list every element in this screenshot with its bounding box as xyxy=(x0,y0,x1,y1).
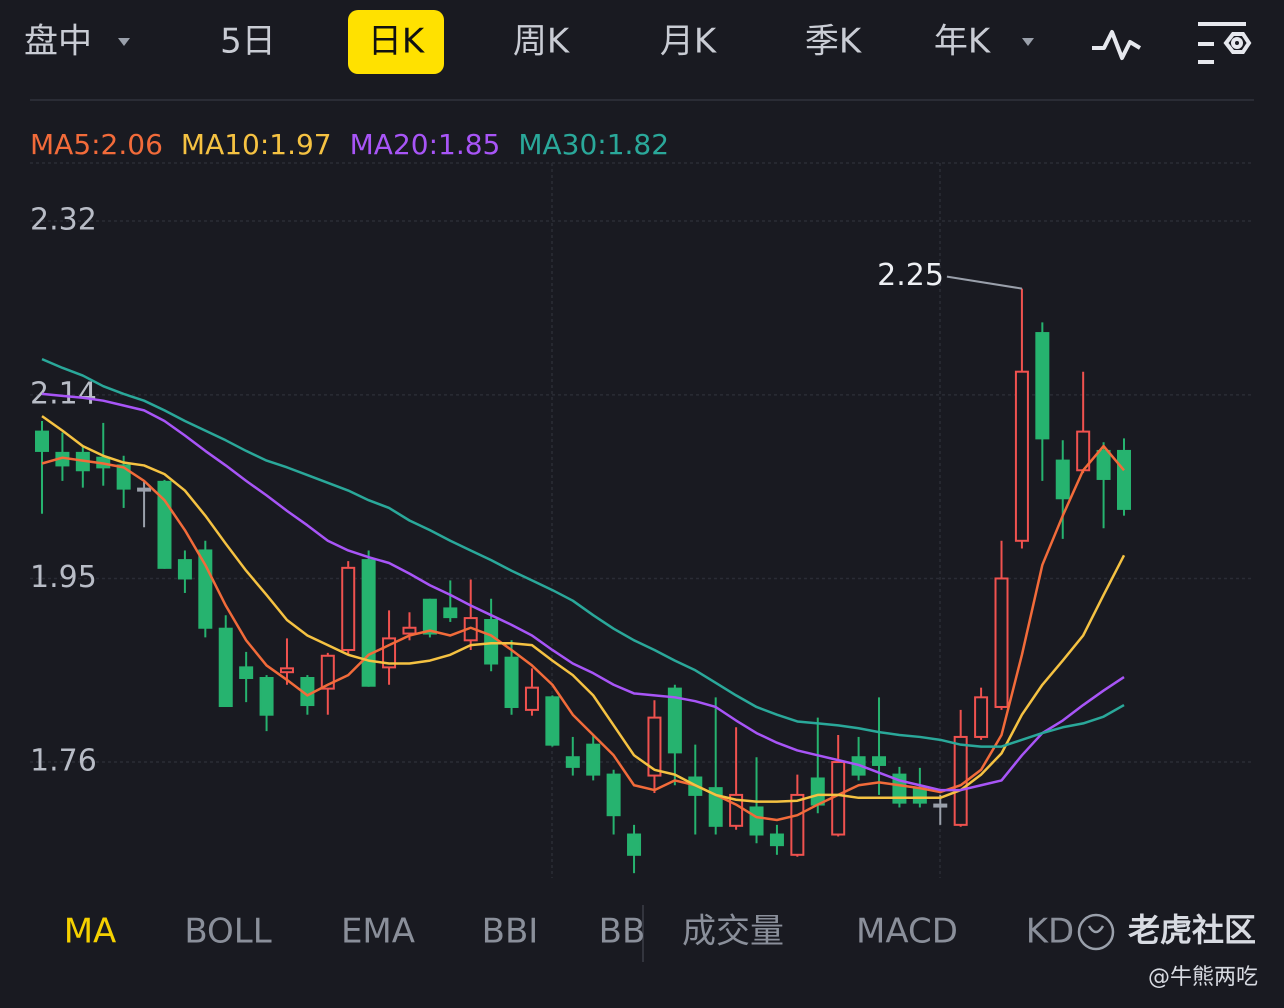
candle-body xyxy=(198,549,213,629)
candle-body xyxy=(1035,332,1050,440)
candle-body xyxy=(504,656,519,708)
y-tick-label: 1.95 xyxy=(30,560,97,595)
indicator-tabs: MA BOLL EMA BBI BB 成交量 MACD KD xyxy=(64,912,1075,952)
candle-body xyxy=(116,464,131,490)
candle-body xyxy=(790,793,805,856)
dropdown-arrow xyxy=(1022,38,1034,46)
y-tick-label: 1.76 xyxy=(30,744,97,779)
tab[interactable]: 盘中 xyxy=(24,22,92,62)
indicator-tab[interactable]: 成交量 xyxy=(682,912,784,952)
candle-body xyxy=(647,716,662,777)
watermark: 老虎社区 xyxy=(1128,911,1256,949)
candle-body xyxy=(1014,370,1029,542)
tab[interactable]: 5日 xyxy=(220,22,276,62)
tab[interactable]: 月K xyxy=(660,22,718,62)
candle-body xyxy=(606,773,621,817)
indicator-tab[interactable]: MA xyxy=(64,912,117,952)
candle-body xyxy=(810,777,825,806)
tab-highlight xyxy=(348,10,444,74)
ma-line xyxy=(41,392,1125,792)
candle-body xyxy=(586,743,601,776)
candle-body xyxy=(545,696,560,746)
tab[interactable]: 日K xyxy=(368,22,426,62)
candle-body xyxy=(279,667,294,674)
candle-body xyxy=(1055,459,1070,500)
dropdown-arrow xyxy=(118,38,130,46)
candle-body xyxy=(769,833,784,847)
indicator-tab[interactable]: MACD xyxy=(856,912,958,952)
candle-body xyxy=(872,756,887,766)
candle-body xyxy=(361,559,376,687)
tab[interactable]: 年K xyxy=(934,22,992,62)
candle-body xyxy=(524,686,539,711)
indicator-tab[interactable]: BB xyxy=(599,912,646,952)
candle-body xyxy=(1117,449,1131,510)
candle-body xyxy=(484,619,499,665)
candle-body xyxy=(177,559,192,580)
candle-body xyxy=(239,666,254,679)
indicator-tab[interactable]: BBI xyxy=(482,912,539,952)
annotation: 2.25 xyxy=(877,258,944,293)
indicator-tab[interactable]: BOLL xyxy=(184,912,271,952)
tab[interactable]: 季K xyxy=(805,22,863,62)
candle-body xyxy=(831,761,846,836)
ma-line xyxy=(41,415,1126,803)
indicator-tab[interactable]: KD xyxy=(1026,912,1074,952)
candle-body xyxy=(341,566,356,651)
candle-body xyxy=(320,654,335,690)
watermark-logo xyxy=(1077,913,1115,951)
candle-body xyxy=(912,787,927,804)
tab[interactable]: 周K xyxy=(513,22,571,62)
ma-line xyxy=(41,357,1125,748)
candle-body xyxy=(974,696,989,738)
credit: @牛熊两吃 xyxy=(1148,965,1258,990)
legend-entry: MA20:1.85 xyxy=(350,128,501,161)
legend: MA5:2.06 MA10:1.97 MA20:1.85 MA30:1.82 xyxy=(30,128,669,161)
annotation-leader xyxy=(946,275,1023,290)
candle-body xyxy=(422,598,437,635)
candle-body xyxy=(1096,449,1111,480)
candle-body xyxy=(402,626,417,635)
candle-body xyxy=(565,756,580,768)
candle-body xyxy=(994,577,1009,708)
period-tabs: 盘中 5日 日K 周K 月K 季K 年K xyxy=(24,10,1034,74)
pulse-icon[interactable] xyxy=(1092,30,1142,60)
y-tick-label: 2.32 xyxy=(30,202,97,237)
candle-body xyxy=(667,687,682,754)
candle-body xyxy=(35,430,49,452)
candle-body xyxy=(627,833,642,856)
legend-entry: MA30:1.82 xyxy=(518,128,669,161)
legend-entry: MA5:2.06 xyxy=(30,128,163,161)
candle-body xyxy=(218,627,233,708)
y-tick-label: 2.14 xyxy=(30,376,97,411)
candle-body xyxy=(259,676,274,716)
plot: 2.32 2.14 1.95 1.76 2.25 xyxy=(30,202,1254,874)
candle-body xyxy=(749,806,764,836)
legend-entry: MA10:1.97 xyxy=(181,128,332,161)
candle-body xyxy=(443,607,458,619)
indicator-tab[interactable]: EMA xyxy=(341,912,415,952)
candle-body xyxy=(933,803,948,808)
settings-icon[interactable] xyxy=(1198,22,1252,64)
candle-body xyxy=(137,487,152,492)
